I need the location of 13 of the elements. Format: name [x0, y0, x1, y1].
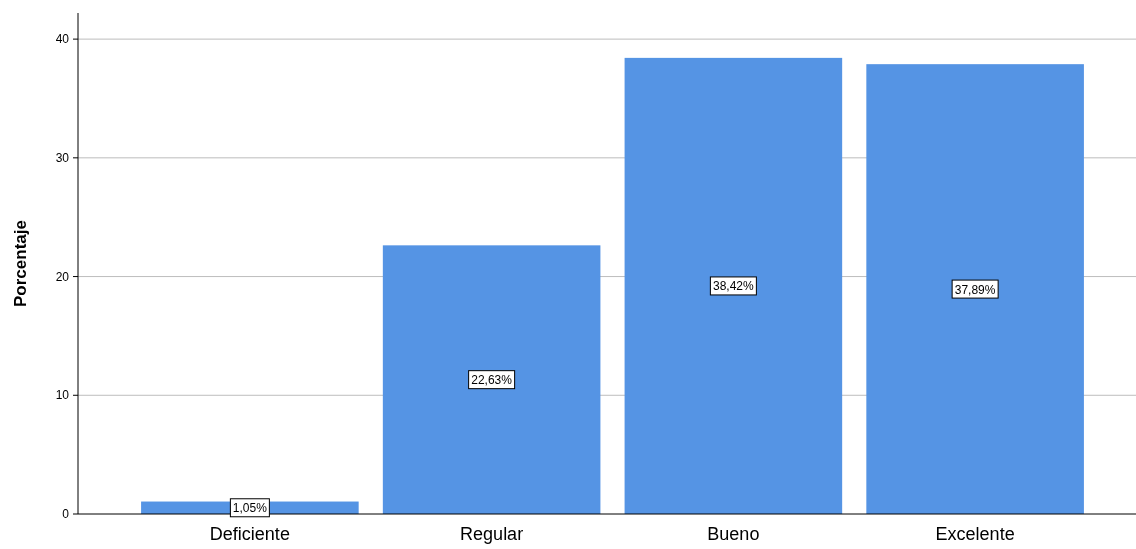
y-tick-label: 20	[55, 269, 70, 284]
y-tick-label: 30	[55, 150, 70, 165]
x-tick-label: Excelente	[935, 524, 1015, 544]
y-tick-label: 0	[62, 507, 70, 521]
bar	[382, 245, 601, 514]
x-tick-label: Regular	[460, 524, 524, 544]
y-axis-title: Porcentaje	[11, 220, 30, 307]
bar	[866, 64, 1084, 514]
y-tick-label: 40	[55, 32, 70, 47]
y-tick-label: 10	[55, 388, 70, 403]
x-tick-label: Bueno	[707, 524, 760, 544]
x-tick-label: Deficiente	[209, 524, 290, 544]
bar	[624, 57, 843, 514]
